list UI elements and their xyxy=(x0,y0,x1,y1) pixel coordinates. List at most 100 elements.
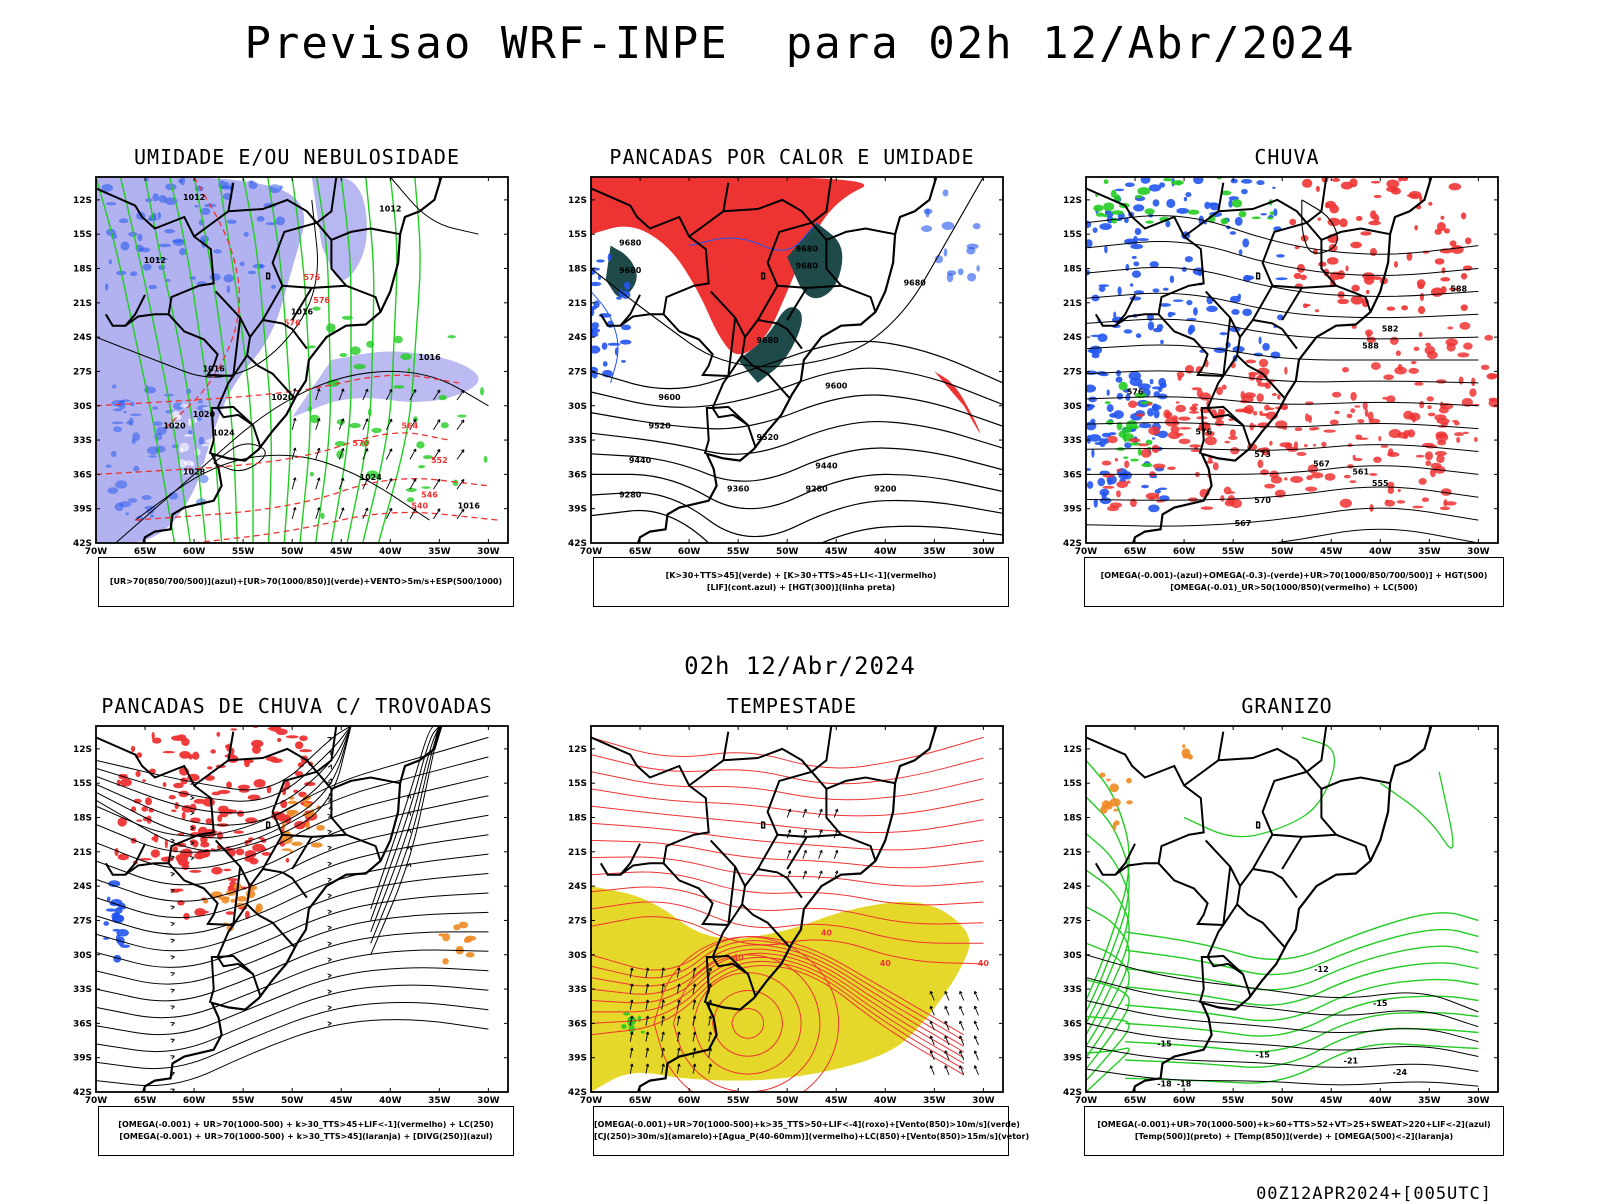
lon-label: 55W xyxy=(1222,547,1245,557)
country-border xyxy=(1218,198,1308,224)
lat-label: 12S xyxy=(568,745,587,755)
lat-label: 15S xyxy=(73,779,92,789)
legend-line: [OMEGA(-0.001)+UR>70(1000-500)+k>35_TTS>… xyxy=(594,1120,1020,1129)
country-border xyxy=(193,182,235,238)
lat-label: 24S xyxy=(1063,882,1082,892)
lon-label: 70W xyxy=(580,1096,603,1106)
coastline xyxy=(637,177,938,543)
country-border xyxy=(249,318,308,350)
lat-label: 30S xyxy=(1063,951,1082,961)
legend-box: [OMEGA(-0.001)-(azul)+OMEGA(-0.3)-(verde… xyxy=(1084,557,1504,607)
country-border xyxy=(688,731,730,787)
contour-label: 1020 xyxy=(163,422,186,431)
main-title: Previsao WRF-INPE para 02h 12/Abr/2024 xyxy=(244,18,1356,69)
lat-label: 24S xyxy=(568,333,587,343)
contour-label: 9520 xyxy=(756,433,779,442)
contour-label: 1016 xyxy=(203,364,226,373)
lat-label: 15S xyxy=(568,230,587,240)
lat-label: 33S xyxy=(73,985,92,995)
country-border xyxy=(291,836,313,870)
map-storm: 40 40 40 40 12S 15S 18S 21S 24S 27S 30S 33S 36S 39S 42… xyxy=(568,725,1004,1106)
lon-label: 70W xyxy=(1075,1096,1098,1106)
lat-label: 30S xyxy=(1063,402,1082,412)
contour-label: 9680 xyxy=(619,266,642,275)
country-border xyxy=(315,726,401,791)
contour-label: 567 xyxy=(1313,459,1330,468)
country-border xyxy=(711,956,749,976)
lon-label: 65W xyxy=(629,1096,652,1106)
lat-label: 12S xyxy=(73,196,92,206)
contour-label: 9600 xyxy=(825,382,848,391)
lon-label: 60W xyxy=(1173,547,1196,557)
lat-label: 12S xyxy=(1063,745,1082,755)
lat-label: 30S xyxy=(73,951,92,961)
map-layer: -12 -15 -15 -18 -21 -24 -15 -18 xyxy=(1086,726,1479,1092)
country-border xyxy=(1251,221,1307,321)
contour-label: 40 xyxy=(733,953,745,962)
lat-label: 39S xyxy=(73,505,92,515)
lat-label: 39S xyxy=(568,505,587,515)
lat-label: 21S xyxy=(568,299,587,309)
lon-label: 70W xyxy=(580,547,603,557)
country-border xyxy=(246,354,295,399)
lat-label: 12S xyxy=(73,745,92,755)
lat-label: 24S xyxy=(73,882,92,892)
legend-line: [K>30+TTS>45](verde) + [K>30+TTS>45+LI<-… xyxy=(665,571,937,580)
country-border xyxy=(810,177,896,242)
country-border xyxy=(1086,187,1205,327)
lon-label: 40W xyxy=(1369,547,1392,557)
lon-label: 45W xyxy=(1320,1096,1343,1106)
country-border xyxy=(261,770,317,870)
country-border xyxy=(662,839,747,927)
legend-line: [CJ(250)>30m/s](amarelo)+[Agua_P(40-60mm… xyxy=(594,1132,1030,1141)
lon-label: 45W xyxy=(330,547,353,557)
lat-label: 39S xyxy=(1063,505,1082,515)
lat-label: 42S xyxy=(568,539,587,549)
panel-storm: TEMPESTADE 40 40 40 40 12S 15S 18S 21S 24S 27S 30S… xyxy=(557,694,1030,1174)
country-border xyxy=(777,833,842,838)
lon-label: 70W xyxy=(85,1096,108,1106)
lon-label: 30W xyxy=(477,1096,500,1106)
lat-label: 15S xyxy=(1063,230,1082,240)
contour-label: 9680 xyxy=(756,336,779,345)
country-border xyxy=(756,770,812,870)
lat-label: 18S xyxy=(568,265,587,275)
lat-label: 42S xyxy=(1063,539,1082,549)
contour-label: 1016 xyxy=(458,502,481,511)
country-border xyxy=(216,956,254,976)
country-border xyxy=(1281,836,1303,870)
panel-heat-showers: PANCADAS POR CALOR E UMIDADE 9680 9680 968… xyxy=(557,145,1027,625)
country-border xyxy=(1239,867,1298,899)
lat-label: 21S xyxy=(1063,299,1082,309)
contour-label: 540 xyxy=(411,502,428,511)
map-layer: 9680 9680 9680 9680 9680 9600 9600 9520 9520 9440… xyxy=(591,177,1003,543)
legend-box: [OMEGA(-0.001)+UR>70(1000-500)+k>35_TTS>… xyxy=(593,1106,1030,1156)
lat-label: 36S xyxy=(568,470,587,480)
country-border xyxy=(249,867,308,899)
lat-label: 36S xyxy=(73,1019,92,1029)
country-border xyxy=(1281,287,1303,321)
contour-label: 40 xyxy=(978,959,990,968)
contour-label: -24 xyxy=(1393,1068,1408,1077)
lat-label: 39S xyxy=(73,1054,92,1064)
panel-title: CHUVA xyxy=(1254,145,1320,169)
lon-label: 30W xyxy=(1467,1096,1490,1106)
contour-label: 9440 xyxy=(629,456,652,465)
contour-label: 573 xyxy=(1254,450,1271,459)
contour-label: 1020 xyxy=(193,410,216,419)
legend-line: [LIF](cont.azul) + [HGT(300)](linha pret… xyxy=(706,583,896,592)
map-frame xyxy=(1085,725,1499,1093)
panel-title: TEMPESTADE xyxy=(726,694,858,718)
lon-label: 55W xyxy=(727,1096,750,1106)
map-rain: 58858258857657657356756155557056712S15S1… xyxy=(1063,176,1499,557)
lat-label: 36S xyxy=(568,1019,587,1029)
panel-humidity: UMIDADE E/OU NEBULOSIDADE 1012 1012 1012 10… xyxy=(62,145,532,625)
lat-label: 15S xyxy=(1063,779,1082,789)
lat-label: 21S xyxy=(568,848,587,858)
lon-label: 50W xyxy=(1271,1096,1294,1106)
coastline xyxy=(142,177,443,543)
contour-label: 9680 xyxy=(796,262,819,271)
country-border xyxy=(167,839,252,927)
lat-label: 15S xyxy=(568,779,587,789)
